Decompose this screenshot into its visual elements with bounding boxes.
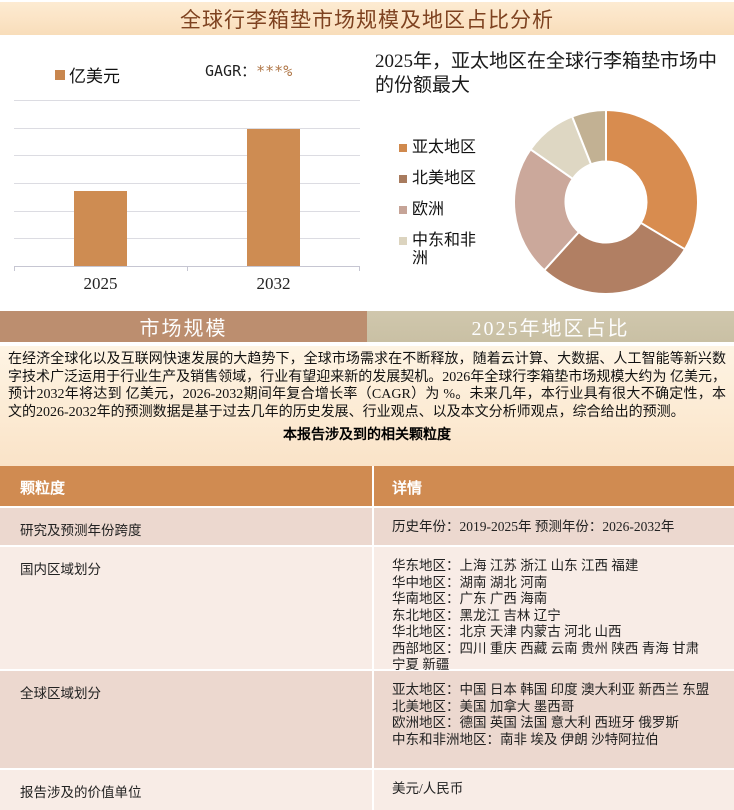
row-label-cell: 研究及预测年份跨度 <box>20 523 142 538</box>
donut-slice-亚太地区 <box>605 108 699 251</box>
table-header-detail: 详情 <box>372 466 734 506</box>
gridline <box>14 211 360 212</box>
detail-line: 美元/人民币 <box>392 781 464 796</box>
gridline <box>14 100 360 101</box>
x-tick-label: 2032 <box>256 274 291 293</box>
cagr-value: ***% <box>256 62 293 80</box>
detail-line: 宁夏 新疆 <box>392 657 450 672</box>
table-row: 报告涉及的价值单位 美元/人民币 <box>0 768 734 810</box>
donut-legend-item: 欧洲 <box>399 201 480 219</box>
cagr-label: GAGR： <box>205 62 257 80</box>
tab-market-size[interactable]: 市场规模 <box>0 311 367 342</box>
donut-legend-label: 欧洲 <box>412 201 445 218</box>
table-header-granularity: 颗粒度 <box>20 481 66 497</box>
row-detail-cell: 历史年份：2019-2025年 预测年份：2026-2032年 <box>372 508 734 545</box>
bar-chart: 2025 2032 <box>14 100 360 293</box>
donut-legend-label: 中东和非洲 <box>412 232 477 267</box>
donut-legend-label: 北美地区 <box>412 170 477 187</box>
tab-2025-region-share[interactable]: 2025年地区占比 <box>367 311 734 342</box>
bar-2025 <box>74 191 127 266</box>
row-detail-cell: 美元/人民币 <box>372 770 734 810</box>
donut-legend-swatch-icon <box>399 175 407 183</box>
x-tick-label: 2025 <box>83 274 118 293</box>
row-detail-cell: 亚太地区：中国 日本 韩国 印度 澳大利亚 新西兰 东盟 北美地区：美国 加拿大 … <box>372 671 734 768</box>
detail-line: 亚太地区：中国 日本 韩国 印度 澳大利亚 新西兰 东盟 <box>392 682 710 697</box>
row-label-cell: 报告涉及的价值单位 <box>20 785 142 800</box>
donut-legend-item: 北美地区 <box>399 170 480 188</box>
detail-line: 北美地区：美国 加拿大 墨西哥 <box>392 698 575 714</box>
detail-line: 中东和非洲地区：南非 埃及 伊朗 沙特阿拉伯 <box>392 731 659 747</box>
row-detail-cell: 华东地区：上海 江苏 浙江 山东 江西 福建 华中地区：湖南 湖北 河南 华南地区：… <box>372 547 734 672</box>
row-label-cell: 全球区域划分 <box>20 686 101 701</box>
bar-legend-label: 亿美元 <box>69 67 120 86</box>
donut-legend-item: 亚太地区 <box>399 139 480 157</box>
donut-chart-legend: 亚太地区北美地区欧洲中东和非洲 <box>399 139 480 268</box>
summary-section: 在经济全球化以及互联网快速发展的大趋势下，全球市场需求在不断释放，随着云计算、大… <box>0 346 734 466</box>
header-band: 全球行李箱垫市场规模及地区占比分析 <box>0 2 734 35</box>
table-row: 国内区域划分 华东地区：上海 江苏 浙江 山东 江西 福建 华中地区：湖南 湖北 河… <box>0 545 734 672</box>
x-axis-tick <box>14 266 15 271</box>
detail-line: 西部地区：四川 重庆 西藏 云南 贵州 陕西 青海 甘肃 <box>392 640 700 656</box>
x-axis-tick <box>187 266 188 271</box>
gridline <box>14 128 360 129</box>
detail-line: 华中地区：湖南 湖北 河南 <box>392 574 548 590</box>
detail-line: 历史年份：2019-2025年 预测年份：2026-2032年 <box>392 519 675 534</box>
detail-line: 欧洲地区：德国 英国 法国 意大利 西班牙 俄罗斯 <box>392 715 679 730</box>
page-title: 全球行李箱垫市场规模及地区占比分析 <box>180 7 554 32</box>
donut-legend-label: 亚太地区 <box>412 139 477 156</box>
cagr-annotation: GAGR：***% <box>205 60 292 81</box>
table-header-row: 颗粒度 详情 <box>0 466 734 506</box>
table-row: 全球区域划分 亚太地区：中国 日本 韩国 印度 澳大利亚 新西兰 东盟 北美地区：美… <box>0 669 734 768</box>
granularity-table-title: 本报告涉及到的相关颗粒度 <box>283 428 451 443</box>
donut-legend-swatch-icon <box>399 237 407 245</box>
summary-text: 在经济全球化以及互联网快速发展的大趋势下，全球市场需求在不断释放，随着云计算、大… <box>8 352 726 420</box>
donut-legend-swatch-icon <box>399 144 407 152</box>
table-row: 研究及预测年份跨度 历史年份：2019-2025年 预测年份：2026-2032年 <box>0 506 734 545</box>
bar-chart-legend: 亿美元 <box>55 62 120 87</box>
donut-legend-swatch-icon <box>399 206 407 214</box>
donut-legend-item: 中东和非洲 <box>399 232 480 268</box>
row-label-cell: 国内区域划分 <box>20 562 101 577</box>
gridline <box>14 183 360 184</box>
donut-slice-unlabeled <box>570 108 607 166</box>
x-axis-tick <box>359 266 360 271</box>
donut-chart <box>513 108 699 295</box>
bar-legend-swatch-icon <box>55 69 65 80</box>
bar-2032 <box>247 129 300 266</box>
detail-line: 东北地区：黑龙江 吉林 辽宁 <box>392 607 561 623</box>
donut-slice-欧洲 <box>513 147 581 272</box>
granularity-table: 颗粒度 详情 研究及预测年份跨度 历史年份：2019-2025年 预测年份：202… <box>0 466 734 810</box>
tab-bar: 市场规模 2025年地区占比 <box>0 311 734 342</box>
detail-line: 华北地区：北京 天津 内蒙古 河北 山西 <box>392 624 622 639</box>
gridline <box>14 238 360 239</box>
donut-slice-北美地区 <box>542 221 687 295</box>
detail-line: 华南地区：广东 广西 海南 <box>392 591 548 606</box>
gridline <box>14 155 360 156</box>
detail-line: 华东地区：上海 江苏 浙江 山东 江西 福建 <box>392 558 639 573</box>
donut-chart-title: 2025年，亚太地区在全球行李箱垫市场中的份额最大 <box>375 51 718 96</box>
